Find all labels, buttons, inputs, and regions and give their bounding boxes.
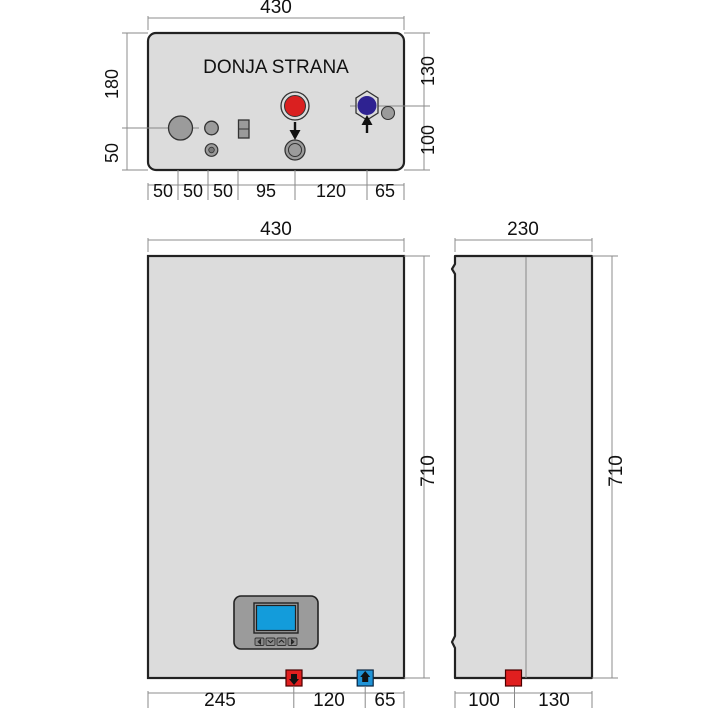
svg-text:130: 130 (418, 56, 438, 86)
svg-text:430: 430 (260, 0, 292, 18)
svg-text:50: 50 (102, 143, 122, 163)
svg-text:65: 65 (374, 690, 395, 711)
svg-text:120: 120 (316, 181, 346, 201)
svg-text:65: 65 (375, 181, 395, 201)
svg-text:180: 180 (102, 69, 122, 99)
svg-text:245: 245 (204, 690, 236, 711)
svg-text:710: 710 (606, 455, 627, 487)
svg-text:120: 120 (313, 690, 345, 711)
svg-text:100: 100 (418, 125, 438, 155)
svg-text:430: 430 (260, 219, 292, 240)
svg-text:130: 130 (538, 690, 570, 711)
svg-text:50: 50 (153, 181, 173, 201)
svg-text:710: 710 (418, 455, 439, 487)
svg-text:50: 50 (213, 181, 233, 201)
svg-text:100: 100 (468, 690, 500, 711)
svg-text:DONJA STRANA: DONJA STRANA (203, 57, 349, 78)
svg-text:95: 95 (256, 181, 276, 201)
svg-text:230: 230 (507, 219, 539, 240)
svg-text:50: 50 (183, 181, 203, 201)
